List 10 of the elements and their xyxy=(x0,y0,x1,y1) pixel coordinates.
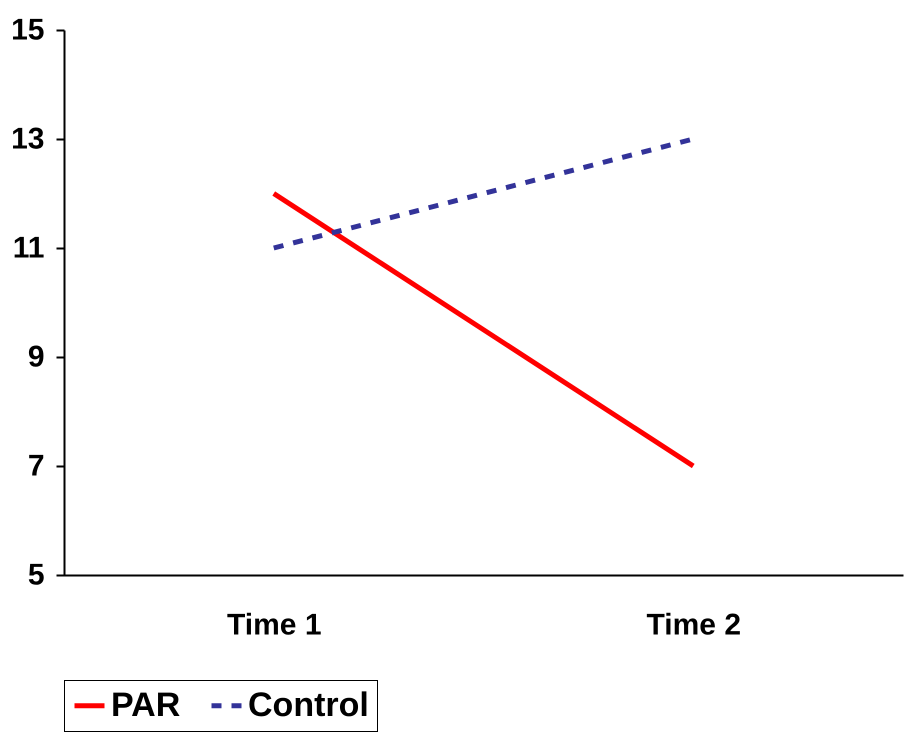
y-tick-label: 11 xyxy=(12,232,44,264)
y-tick-label: 13 xyxy=(11,122,44,156)
y-tick-label: 9 xyxy=(28,340,44,374)
y-tick-label: 15 xyxy=(11,14,44,46)
y-tick-label: 5 xyxy=(28,558,44,592)
y-tick-label: 7 xyxy=(28,450,44,482)
x-tick-label: Time 1 xyxy=(227,608,322,642)
legend-label: PAR xyxy=(111,686,180,724)
legend-label: Control xyxy=(248,686,369,724)
x-tick-label: Time 2 xyxy=(646,608,741,642)
